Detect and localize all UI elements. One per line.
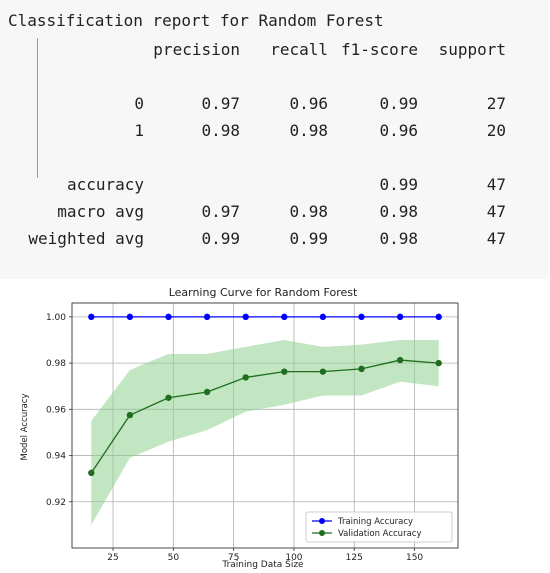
validation-accuracy-point xyxy=(358,365,365,373)
header-f1-score: f1-score xyxy=(340,40,418,59)
validation-accuracy-point xyxy=(88,469,95,477)
validation-accuracy-band xyxy=(91,339,439,525)
row-precision: 0.98 xyxy=(201,121,240,140)
legend-label: Validation Accuracy xyxy=(338,529,421,539)
x-axis-label: Training Data Size xyxy=(221,560,304,570)
legend: Training Accuracy Validation Accuracy xyxy=(305,511,453,543)
header-support: support xyxy=(438,40,506,59)
training-accuracy-point xyxy=(203,313,211,321)
header-precision: precision xyxy=(153,40,240,59)
row-support: 47 xyxy=(486,175,506,194)
validation-accuracy-point xyxy=(242,374,249,381)
tick-labels: 25 50 75 100 125 150 0.92 0.94 0.96 0.98 1.00 xyxy=(46,313,423,563)
validation-accuracy-point xyxy=(126,411,134,419)
row-f1: 0.99 xyxy=(379,175,418,194)
row-precision: 0.97 xyxy=(201,94,240,113)
row-precision: 0.97 xyxy=(201,202,240,221)
training-accuracy-point xyxy=(126,313,134,321)
training-accuracy-point xyxy=(281,313,288,321)
legend-box xyxy=(305,511,453,543)
row-label: 1 xyxy=(134,121,144,140)
row-label: 0 xyxy=(134,94,144,113)
validation-accuracy-line xyxy=(90,359,439,474)
plot-frame xyxy=(71,302,459,549)
validation-accuracy-point xyxy=(396,356,404,364)
y-axis-label: Model Accuracy xyxy=(20,393,30,460)
row-label: macro avg xyxy=(57,202,144,221)
header-recall: recall xyxy=(270,40,328,59)
x-tick-label: 125 xyxy=(346,553,363,563)
training-accuracy-point xyxy=(319,313,327,321)
x-tick-label: 100 xyxy=(285,553,302,563)
row-recall: 0.96 xyxy=(289,94,328,113)
training-accuracy-point xyxy=(358,313,365,321)
report-title: Classification report for Random Forest xyxy=(8,11,384,30)
row-recall: 0.98 xyxy=(289,202,328,221)
legend-label: Training Accuracy xyxy=(337,517,413,527)
y-tick-label: 1.00 xyxy=(46,313,66,323)
row-support: 27 xyxy=(486,94,506,113)
training-accuracy-point xyxy=(242,313,249,321)
row-f1: 0.99 xyxy=(379,94,418,113)
y-tick-label: 0.94 xyxy=(46,452,66,462)
row-precision: 0.99 xyxy=(201,229,240,248)
y-tick-label: 0.96 xyxy=(46,405,66,415)
row-recall: 0.99 xyxy=(289,229,328,248)
classification-report-panel: Classification report for Random Forest … xyxy=(8,11,506,248)
validation-accuracy-point xyxy=(165,394,172,401)
validation-accuracy-point xyxy=(203,388,211,396)
axes xyxy=(69,302,459,551)
x-tick-label: 150 xyxy=(406,553,423,563)
x-tick-label: 25 xyxy=(107,553,118,563)
y-tick-label: 0.98 xyxy=(46,359,66,369)
legend-marker xyxy=(319,518,325,524)
report-left-rule xyxy=(37,38,38,178)
training-accuracy-point xyxy=(88,313,95,321)
row-f1: 0.98 xyxy=(379,202,418,221)
row-f1: 0.96 xyxy=(379,121,418,140)
chart-canvas: Learning Curve for Random Forest 25 50 75 1… xyxy=(20,286,459,570)
row-f1: 0.98 xyxy=(379,229,418,248)
validation-accuracy-point xyxy=(435,359,442,367)
series-layer xyxy=(88,313,442,477)
chart-title: Learning Curve for Random Forest xyxy=(169,286,358,299)
confidence-band-layer xyxy=(91,339,439,525)
validation-accuracy-point xyxy=(319,368,327,375)
x-tick-label: 75 xyxy=(228,553,239,563)
y-tick-label: 0.92 xyxy=(46,498,66,508)
validation-accuracy-point xyxy=(281,368,288,375)
row-recall: 0.98 xyxy=(289,121,328,140)
row-support: 47 xyxy=(486,229,506,248)
row-support: 47 xyxy=(486,202,506,221)
row-support: 20 xyxy=(486,121,506,140)
learning-curve-chart: Learning Curve for Random Forest 25 50 75 1… xyxy=(0,279,550,573)
training-accuracy-point xyxy=(396,313,404,321)
training-accuracy-point xyxy=(165,313,172,321)
training-accuracy-point xyxy=(435,313,442,321)
row-label: accuracy xyxy=(66,175,144,194)
legend-marker xyxy=(319,530,325,536)
row-label: weighted avg xyxy=(28,229,144,248)
x-tick-label: 50 xyxy=(168,553,180,563)
